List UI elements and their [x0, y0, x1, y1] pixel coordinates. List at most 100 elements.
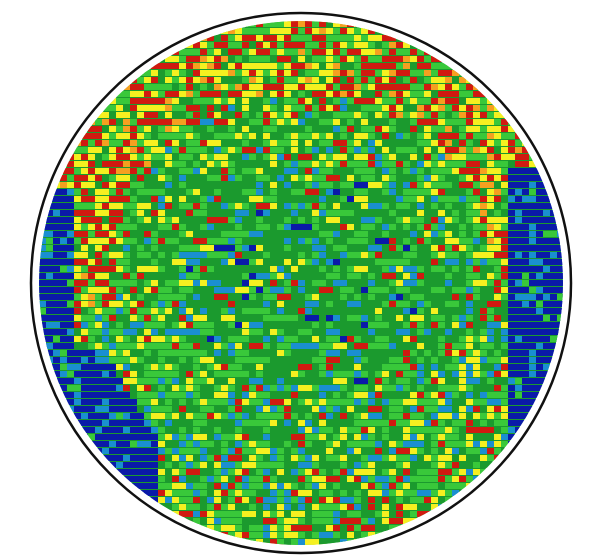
heatmap-cell — [382, 154, 389, 160]
heatmap-cell — [102, 427, 109, 433]
heatmap-cell — [284, 70, 291, 76]
heatmap-cell — [291, 455, 298, 461]
heatmap-cell — [193, 399, 200, 405]
heatmap-cell — [501, 399, 508, 405]
heatmap-cell — [270, 448, 277, 454]
heatmap-cell — [333, 497, 340, 503]
heatmap-cell — [158, 392, 165, 398]
heatmap-cell — [249, 434, 256, 440]
heatmap-cell — [39, 315, 46, 321]
heatmap-cell — [333, 98, 340, 104]
heatmap-cell — [284, 42, 291, 48]
heatmap-cell — [298, 42, 305, 48]
heatmap-cell — [137, 294, 144, 300]
heatmap-cell — [361, 392, 368, 398]
heatmap-cell — [361, 35, 368, 41]
heatmap-cell — [438, 315, 445, 321]
heatmap-cell — [536, 280, 543, 286]
heatmap-cell — [480, 140, 487, 146]
heatmap-cell — [137, 245, 144, 251]
heatmap-cell — [466, 112, 473, 118]
heatmap-cell — [228, 448, 235, 454]
heatmap-cell — [179, 238, 186, 244]
heatmap-cell — [123, 98, 130, 104]
heatmap-cell — [186, 385, 193, 391]
heatmap-cell — [312, 385, 319, 391]
heatmap-cell — [424, 70, 431, 76]
heatmap-cell — [487, 420, 494, 426]
heatmap-cell — [284, 217, 291, 223]
heatmap-cell — [494, 371, 501, 377]
heatmap-cell — [172, 56, 179, 62]
heatmap-cell — [235, 455, 242, 461]
heatmap-cell — [242, 77, 249, 83]
heatmap-cell — [333, 469, 340, 475]
heatmap-cell — [361, 168, 368, 174]
heatmap-cell — [200, 483, 207, 489]
heatmap-cell — [305, 168, 312, 174]
heatmap-cell — [424, 413, 431, 419]
heatmap-cell — [193, 154, 200, 160]
heatmap-cell — [396, 315, 403, 321]
heatmap-cell — [242, 504, 249, 510]
heatmap-cell — [445, 224, 452, 230]
heatmap-cell — [298, 532, 305, 538]
heatmap-cell — [242, 413, 249, 419]
heatmap-cell — [102, 287, 109, 293]
heatmap-cell — [529, 196, 536, 202]
heatmap-cell — [410, 483, 417, 489]
heatmap-cell — [298, 483, 305, 489]
heatmap-cell — [277, 84, 284, 90]
heatmap-cell — [340, 406, 347, 412]
heatmap-cell — [312, 91, 319, 97]
heatmap-cell — [347, 315, 354, 321]
heatmap-cell — [515, 168, 522, 174]
heatmap-cell — [550, 280, 557, 286]
heatmap-cell — [543, 280, 550, 286]
heatmap-cell — [165, 189, 172, 195]
heatmap-cell — [452, 378, 459, 384]
heatmap-cell — [459, 287, 466, 293]
heatmap-cell — [403, 182, 410, 188]
heatmap-cell — [424, 434, 431, 440]
heatmap-cell — [165, 413, 172, 419]
heatmap-cell — [207, 448, 214, 454]
heatmap-cell — [186, 357, 193, 363]
heatmap-cell — [368, 245, 375, 251]
heatmap-cell — [375, 287, 389, 293]
heatmap-cell — [312, 63, 319, 69]
heatmap-cell — [291, 497, 298, 503]
heatmap-cell — [95, 322, 102, 328]
heatmap-cell — [193, 497, 200, 503]
heatmap-cell — [340, 182, 354, 188]
heatmap-cell — [326, 469, 333, 475]
heatmap-cell — [186, 350, 193, 356]
heatmap-cell — [284, 77, 291, 83]
heatmap-cell — [263, 420, 270, 426]
heatmap-cell — [480, 420, 487, 426]
heatmap-cell — [46, 336, 53, 342]
heatmap-cell — [438, 476, 445, 482]
heatmap-cell — [158, 357, 165, 363]
heatmap-cell — [452, 280, 459, 286]
heatmap-cell — [403, 119, 410, 125]
heatmap-cell — [326, 273, 333, 279]
heatmap-cell — [417, 203, 424, 209]
heatmap-cell — [368, 280, 375, 286]
heatmap-cell — [319, 105, 326, 111]
heatmap-cell — [529, 301, 536, 307]
heatmap-cell — [508, 350, 515, 356]
heatmap-cell — [508, 147, 515, 153]
heatmap-cell — [165, 119, 172, 125]
heatmap-cell — [67, 238, 74, 244]
heatmap-cell — [270, 35, 277, 41]
heatmap-cell — [508, 322, 515, 328]
heatmap-cell — [186, 504, 193, 510]
heatmap-cell — [221, 77, 228, 83]
heatmap-cell — [522, 238, 529, 244]
heatmap-cell — [207, 490, 214, 496]
heatmap-cell — [172, 154, 179, 160]
heatmap-cell — [207, 203, 221, 209]
heatmap-cell — [305, 476, 312, 482]
heatmap-cell — [67, 189, 74, 195]
